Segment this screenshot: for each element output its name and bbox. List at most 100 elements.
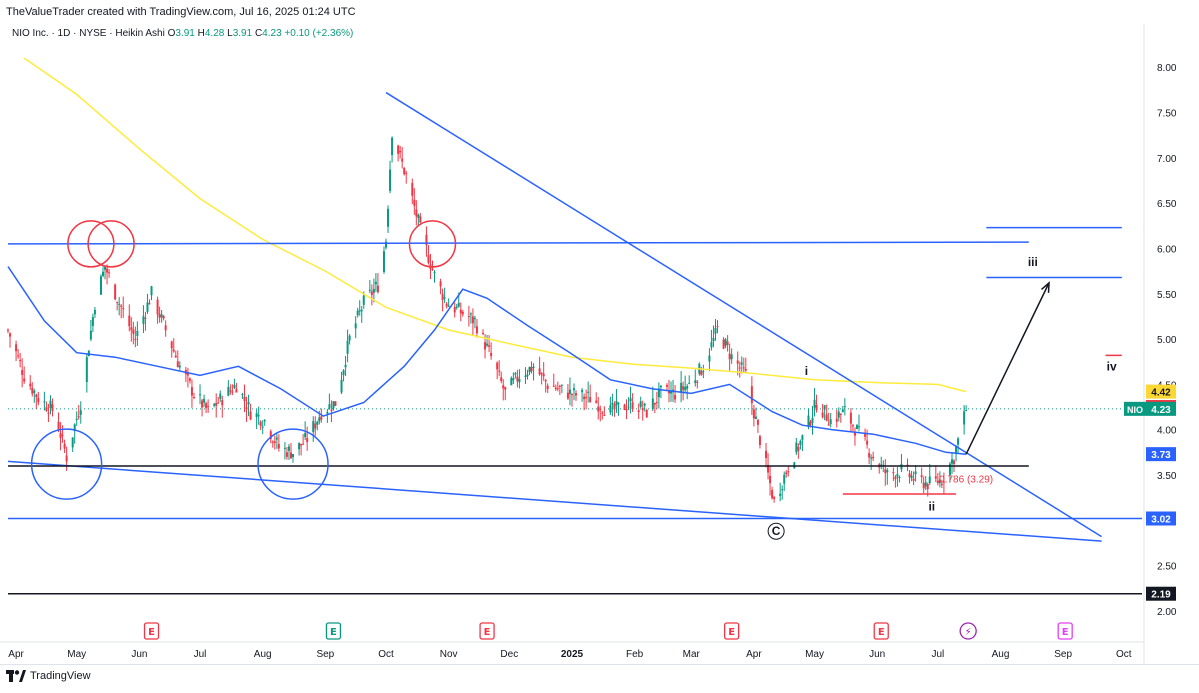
candle-body: [227, 387, 230, 396]
candle-body: [938, 479, 941, 484]
wave-label: ii: [928, 500, 935, 514]
candle-body: [532, 366, 535, 368]
x-tick-label: Jun: [131, 649, 147, 660]
candle-body: [744, 368, 747, 371]
candle-body: [526, 374, 529, 377]
price-chart[interactable]: 8.007.507.006.506.005.505.004.504.003.50…: [0, 0, 1199, 665]
low-label: L: [227, 28, 233, 39]
candle-body: [7, 329, 9, 331]
candle-body: [637, 410, 640, 413]
candle-body: [482, 332, 485, 334]
candle-body: [51, 404, 54, 411]
candle-body: [190, 387, 193, 396]
symbol-legend: NIO Inc. · 1D · NYSE · Heikin Ashi O3.91…: [12, 28, 353, 39]
candle-body: [896, 474, 899, 477]
x-tick-label: Aug: [992, 649, 1010, 660]
candle-body: [235, 388, 238, 393]
close-label: C: [254, 28, 263, 39]
candle-body: [186, 372, 189, 376]
candle-body: [362, 295, 365, 305]
earnings-marker-label: E: [330, 627, 337, 638]
candle-body: [213, 403, 216, 406]
candle-body: [771, 490, 774, 499]
candle-body: [332, 401, 335, 409]
candle-body: [259, 421, 262, 426]
candle-body: [742, 367, 745, 369]
highlight-circle: [257, 428, 329, 500]
candle-body: [524, 375, 527, 378]
candle-body: [655, 402, 658, 404]
candle-body: [659, 385, 662, 388]
y-tick-label: 6.00: [1157, 244, 1177, 255]
candle-body: [231, 391, 234, 393]
symbol-tag: NIO: [1127, 405, 1143, 415]
candle-body: [283, 447, 286, 449]
candle-body: [750, 386, 753, 404]
candle-body: [411, 183, 414, 196]
projection-arrow: [965, 282, 1050, 455]
candle-body: [215, 402, 218, 406]
price-label-bg: [1146, 447, 1176, 462]
candle-body: [823, 405, 826, 410]
candle-body: [289, 452, 292, 459]
highlight-circle: [67, 220, 115, 268]
candle-body: [667, 391, 670, 394]
candle-body: [910, 475, 913, 478]
candle-body: [801, 435, 804, 440]
candle-body: [93, 309, 96, 315]
trendline-resistance: [7, 241, 1029, 245]
candle-body: [71, 437, 74, 448]
candle-body: [403, 167, 406, 175]
candle-body: [694, 380, 697, 384]
candle-body: [330, 409, 333, 412]
candle-body: [665, 385, 668, 387]
candle-body: [872, 456, 875, 459]
candle-body: [292, 454, 295, 458]
candle-body: [475, 326, 478, 334]
candle-body: [257, 415, 260, 417]
candle-body: [696, 381, 699, 383]
candle-body: [783, 474, 786, 484]
candle-body: [680, 382, 683, 393]
candle-body: [585, 396, 588, 398]
candle-body: [623, 405, 626, 410]
candle-body: [79, 410, 82, 415]
candle-body: [570, 394, 573, 396]
candle-body: [203, 398, 206, 403]
candle-body: [611, 402, 614, 405]
candle-body: [17, 355, 20, 357]
candle-body: [641, 408, 644, 411]
candle-body: [342, 370, 345, 376]
candle-body: [587, 391, 590, 393]
candle-body: [785, 472, 788, 475]
candle-body: [583, 396, 586, 400]
candle-body: [401, 158, 404, 162]
candle-body: [63, 443, 66, 449]
candle-body: [318, 417, 321, 422]
earnings-marker-label: E: [1062, 627, 1069, 638]
earnings-marker: [143, 622, 160, 640]
wave-label: C: [772, 524, 781, 538]
footer: TradingView: [6, 670, 91, 682]
candle-body: [965, 410, 968, 412]
candle-body: [23, 378, 26, 382]
candle-body: [740, 362, 743, 365]
candle-body: [500, 377, 503, 382]
candle-body: [415, 209, 418, 217]
candle-body: [433, 271, 436, 273]
candle-body: [837, 411, 840, 418]
candle-body: [645, 409, 648, 418]
candle-body: [419, 216, 422, 223]
price-label-bg: [1146, 384, 1176, 399]
candle-body: [89, 330, 92, 340]
candle-body: [490, 352, 493, 357]
projection-arrowhead: [1041, 281, 1050, 293]
candle-body: [219, 393, 222, 399]
candle-body: [399, 150, 402, 153]
candle-body: [445, 303, 448, 307]
dividend-marker: [959, 622, 977, 640]
earnings-marker-label: ⚡: [965, 627, 972, 638]
candle-body: [192, 396, 195, 398]
candle-body: [516, 376, 519, 382]
x-tick-label: 2025: [561, 649, 584, 660]
